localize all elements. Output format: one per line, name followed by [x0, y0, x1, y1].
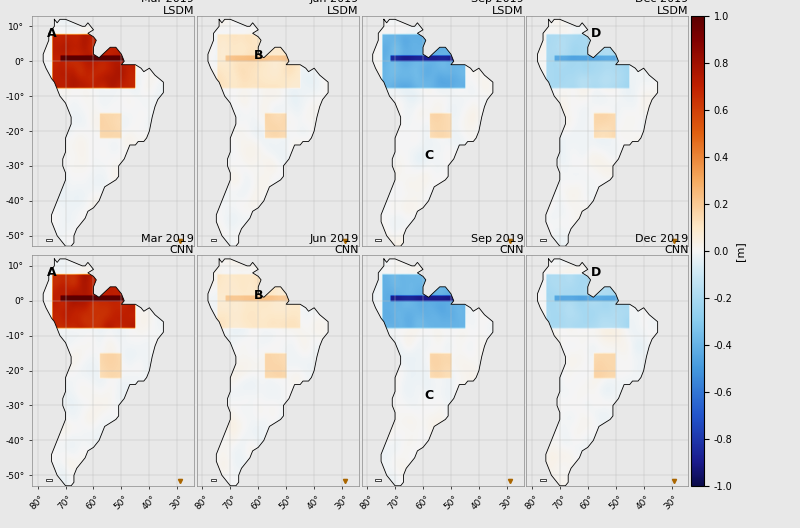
Text: A: A: [46, 27, 56, 40]
Text: Dec 2019
CNN: Dec 2019 CNN: [635, 234, 688, 256]
Text: A: A: [46, 266, 56, 279]
Bar: [375, 239, 381, 241]
Text: C: C: [424, 149, 433, 162]
Text: C: C: [424, 389, 433, 401]
Text: B: B: [254, 50, 263, 62]
Bar: [46, 239, 51, 241]
Text: Jun 2019
LSDM: Jun 2019 LSDM: [310, 0, 359, 16]
Text: D: D: [591, 266, 602, 279]
Bar: [46, 479, 51, 480]
Text: Mar 2019
CNN: Mar 2019 CNN: [142, 234, 194, 256]
Text: Dec 2019
LSDM: Dec 2019 LSDM: [635, 0, 688, 16]
Bar: [210, 479, 216, 480]
Bar: [540, 479, 546, 480]
Bar: [375, 479, 381, 480]
Text: D: D: [591, 27, 602, 40]
Text: Sep 2019
LSDM: Sep 2019 LSDM: [471, 0, 524, 16]
Text: Mar 2019
LSDM: Mar 2019 LSDM: [142, 0, 194, 16]
Text: Jun 2019
CNN: Jun 2019 CNN: [310, 234, 359, 256]
Bar: [540, 239, 546, 241]
Text: Sep 2019
CNN: Sep 2019 CNN: [471, 234, 524, 256]
Y-axis label: [m]: [m]: [735, 241, 746, 261]
Text: B: B: [254, 289, 263, 302]
Bar: [210, 239, 216, 241]
